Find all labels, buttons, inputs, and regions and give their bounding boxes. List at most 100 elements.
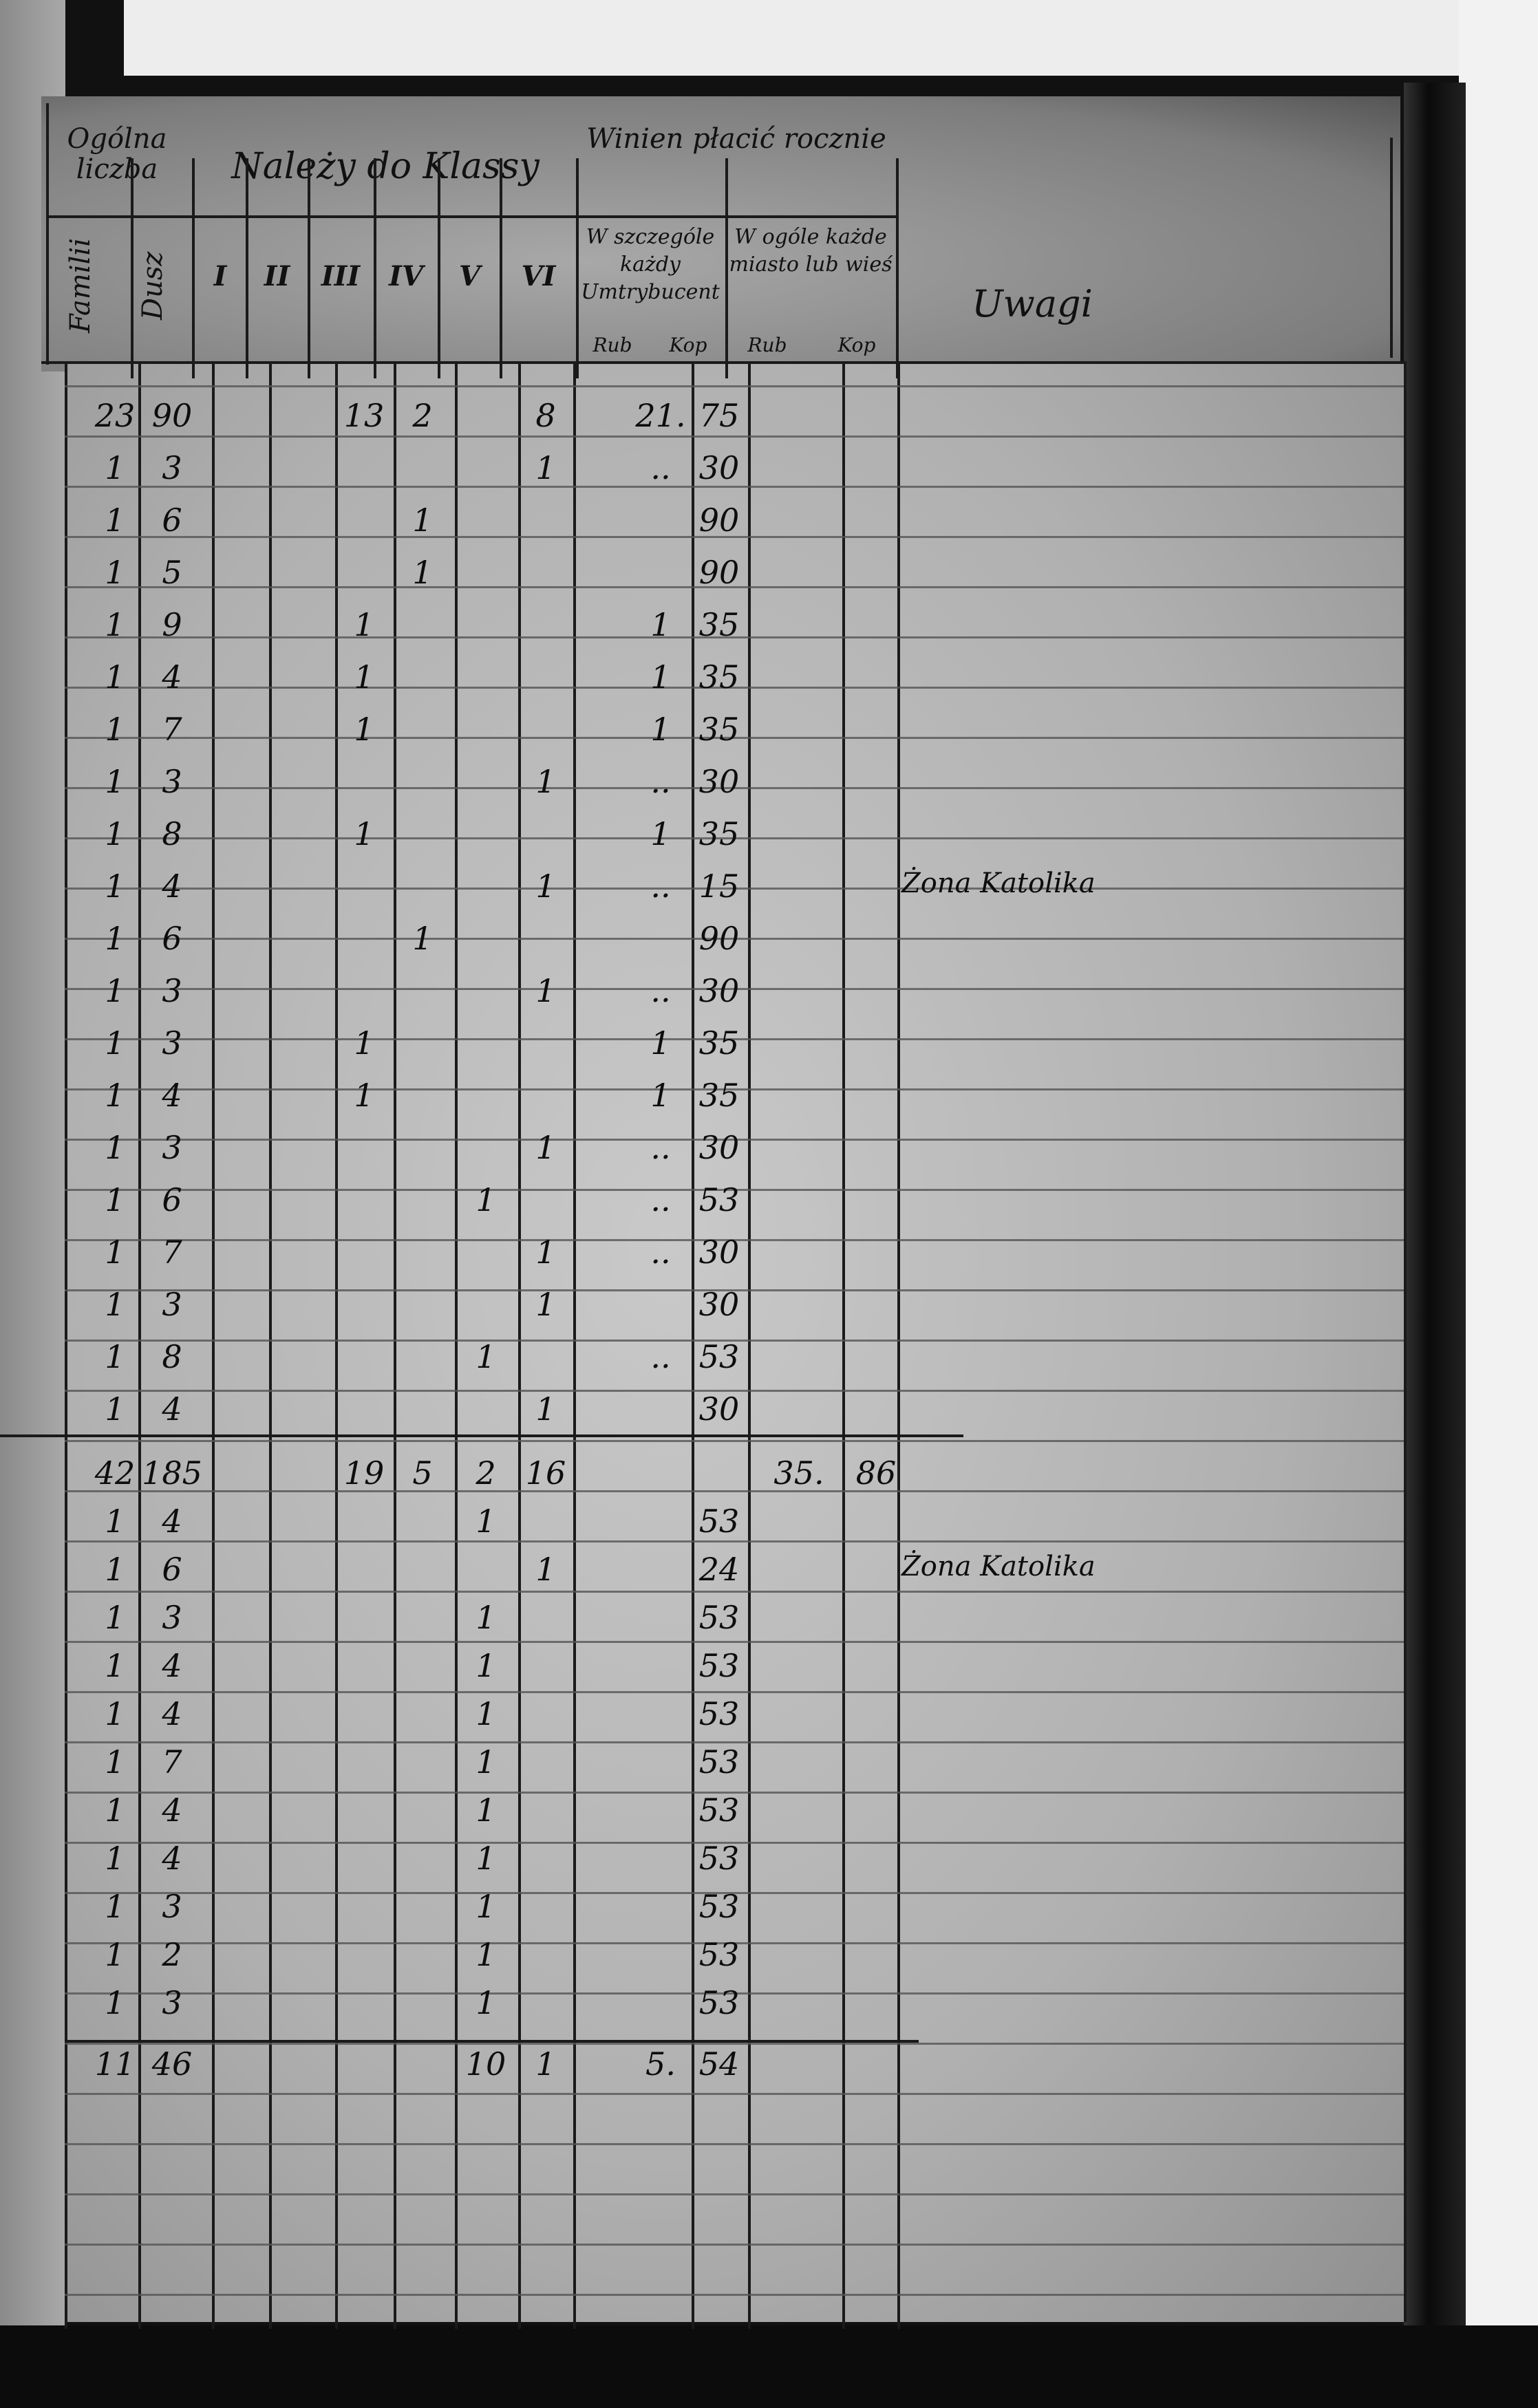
table-row: 1 3 1 53: [0, 1888, 1376, 1929]
ruled-line: [65, 1741, 1404, 1743]
pay-rub: ..: [650, 1181, 671, 1218]
class-3-count: 1: [354, 1077, 374, 1114]
ruled-line: [65, 1038, 1404, 1040]
ruled-line: [65, 2143, 1404, 2145]
table-row: 1 4 1 1 35: [0, 658, 1376, 700]
header-kop-2: Kop: [837, 334, 876, 356]
pay-kop: 30: [698, 972, 740, 1009]
total-row: 11 46 10 1 5. 54: [0, 2045, 1376, 2087]
families-count: 42: [94, 1454, 136, 1492]
pay-kop: 35: [698, 1077, 740, 1114]
header-column-rule: [438, 158, 440, 378]
table-row: 1 3 1.. 30: [0, 1129, 1376, 1170]
header-rub-1: Rub: [592, 334, 632, 356]
header-column-rule: [725, 158, 728, 378]
pay-kop: 53: [698, 1888, 740, 1925]
pay-kop: 30: [698, 763, 740, 800]
souls-count: 3: [162, 1599, 182, 1636]
families-count: 1: [105, 1599, 125, 1636]
families-count: 1: [105, 658, 125, 696]
header-families: Familii: [65, 238, 96, 333]
class-6-count: 1: [535, 1286, 556, 1323]
souls-count: 3: [162, 763, 182, 800]
class-4-count: 1: [412, 502, 433, 539]
souls-count: 6: [162, 502, 182, 539]
remark-note: Żona Katolika: [901, 1551, 1096, 1582]
header-kop-1: Kop: [669, 334, 707, 356]
pay-kop: 90: [698, 554, 740, 591]
families-count: 11: [94, 2045, 136, 2083]
ruled-line: [65, 737, 1404, 739]
ruled-line: [65, 2043, 1404, 2045]
souls-count: 4: [162, 1647, 182, 1684]
header-sheet: [41, 96, 1400, 372]
remark-note: Żona Katolika: [901, 868, 1096, 899]
ruled-line: [65, 385, 1404, 387]
ruled-line: [65, 1942, 1404, 1944]
pay-rub: 1: [650, 815, 671, 852]
class-5-count: 2: [476, 1454, 496, 1492]
table-row: 1 4 1 30: [0, 1390, 1376, 1432]
column-rule: [748, 361, 751, 2329]
families-count: 1: [105, 1888, 125, 1925]
class-6-count: 1: [535, 1234, 556, 1271]
table-row: 1 4 1 53: [0, 1647, 1376, 1688]
class-3-count: 1: [354, 815, 374, 852]
table-row: 1 8 1.. 53: [0, 1338, 1376, 1379]
table-row: 1 7 1.. 30: [0, 1234, 1376, 1275]
families-count: 1: [105, 711, 125, 748]
class-5-count: 1: [476, 1888, 496, 1925]
families-count: 1: [105, 1840, 125, 1877]
table-row: 1 4 1.. 15 Żona Katolika: [0, 868, 1376, 909]
class-3-count: 1: [354, 1024, 374, 1062]
class-5-count: 1: [476, 1840, 496, 1877]
column-rule: [138, 361, 141, 2329]
souls-count: 7: [162, 711, 182, 748]
families-count: 1: [105, 868, 125, 905]
table-row: 1 4 1 53: [0, 1503, 1376, 1544]
ruled-line: [65, 1289, 1404, 1291]
souls-count: 3: [162, 1129, 182, 1166]
souls-count: 7: [162, 1234, 182, 1271]
column-rule: [335, 361, 338, 2329]
class-3-count: 1: [354, 658, 374, 696]
families-count: 1: [105, 1695, 125, 1732]
souls-count: 46: [151, 2045, 193, 2083]
ruled-line: [65, 436, 1404, 438]
families-count: 1: [105, 1286, 125, 1323]
header-column-rule: [192, 158, 195, 378]
families-count: 1: [105, 1338, 125, 1375]
class-5-count: 1: [476, 1338, 496, 1375]
header-column-rule: [896, 158, 899, 378]
book-binding-shadow: [1404, 83, 1466, 2339]
souls-count: 90: [151, 397, 193, 434]
ruled-line: [65, 787, 1404, 789]
ruled-line: [65, 2244, 1404, 2246]
class-5-count: 1: [476, 1984, 496, 2021]
pay-kop: 53: [698, 1936, 740, 1973]
souls-count: 4: [162, 868, 182, 905]
table-row: 1 3 1 1 35: [0, 1024, 1376, 1066]
header-class-i: I: [213, 260, 227, 292]
ruled-line: [65, 1591, 1404, 1593]
column-rule: [897, 361, 900, 2329]
ruled-line: [65, 1792, 1404, 1794]
class-6-count: 1: [535, 972, 556, 1009]
header-class-v: V: [458, 260, 481, 292]
souls-count: 8: [162, 815, 182, 852]
souls-count: 3: [162, 1286, 182, 1323]
class-3-count: 19: [343, 1454, 385, 1492]
column-rule: [212, 361, 215, 2329]
families-count: 1: [105, 1647, 125, 1684]
ruled-line: [65, 2093, 1404, 2095]
souls-count: 3: [162, 1024, 182, 1062]
pay-kop: 53: [698, 1503, 740, 1540]
pay-rub: 21.: [635, 397, 686, 434]
class-6-count: 1: [535, 868, 556, 905]
class-3-count: 1: [354, 711, 374, 748]
families-count: 1: [105, 920, 125, 957]
class-5-count: 1: [476, 1743, 496, 1781]
pay-kop: 15: [698, 868, 740, 905]
pay-rub: ..: [650, 972, 671, 1009]
families-count: 1: [105, 1024, 125, 1062]
